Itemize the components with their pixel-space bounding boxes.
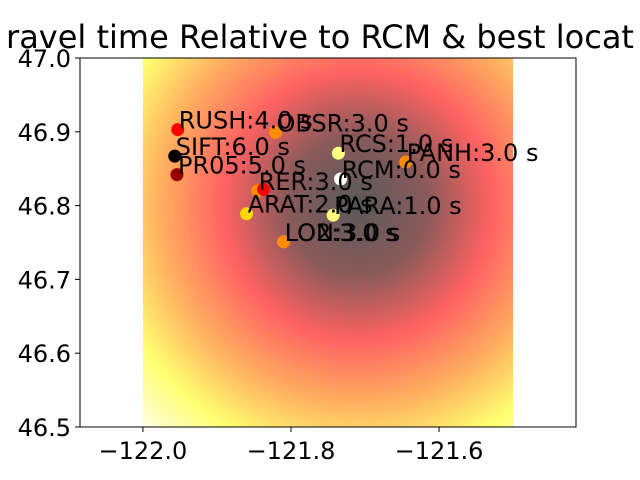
- station-point: [170, 168, 184, 182]
- station-label: OBSR:3.0 s: [276, 110, 409, 138]
- station-point: [240, 207, 254, 221]
- station-label: SIFT:6.0 s: [176, 133, 290, 161]
- x-tick-label: −121.8: [247, 437, 336, 465]
- station-label: RCS:1.0 s: [339, 130, 453, 158]
- station-point: [277, 235, 291, 249]
- chart-title: ravel time Relative to RCM & best locat: [6, 18, 634, 56]
- station-label: PANH:3.0 s: [407, 139, 539, 167]
- y-tick-label: 46.8: [18, 193, 71, 221]
- station-label: LO2:3.0 s: [285, 219, 398, 247]
- y-tick-label: 46.9: [18, 119, 71, 147]
- station-label: PR05:5.0 s: [178, 152, 306, 180]
- travel-time-heatmap: [142, 58, 514, 427]
- station-point: [334, 172, 348, 186]
- x-tick-label: −122.0: [99, 437, 188, 465]
- x-tick-label: −121.6: [395, 437, 484, 465]
- station-label: RER:3.0 s: [259, 168, 373, 196]
- y-tick-label: 47.0: [18, 45, 71, 73]
- y-tick-label: 46.6: [18, 340, 71, 368]
- station-point: [268, 126, 282, 140]
- station-point: [257, 182, 271, 196]
- station-label: RCM:0.0 s: [342, 156, 461, 184]
- y-tick-label: 46.5: [18, 414, 71, 442]
- station-label: LON:3.0 s: [285, 219, 401, 247]
- station-point: [331, 146, 345, 160]
- y-tick-label: 46.7: [18, 266, 71, 294]
- station-label: RUSH:4.0 s: [179, 107, 313, 135]
- station-point: [168, 149, 182, 163]
- station-point: [399, 155, 413, 169]
- station-point: [326, 208, 340, 222]
- station-label: PARA:1.0 s: [334, 192, 461, 220]
- station-point: [171, 123, 185, 137]
- station-label: ARAT:2.0 s: [248, 191, 373, 219]
- plot-frame: [79, 57, 577, 428]
